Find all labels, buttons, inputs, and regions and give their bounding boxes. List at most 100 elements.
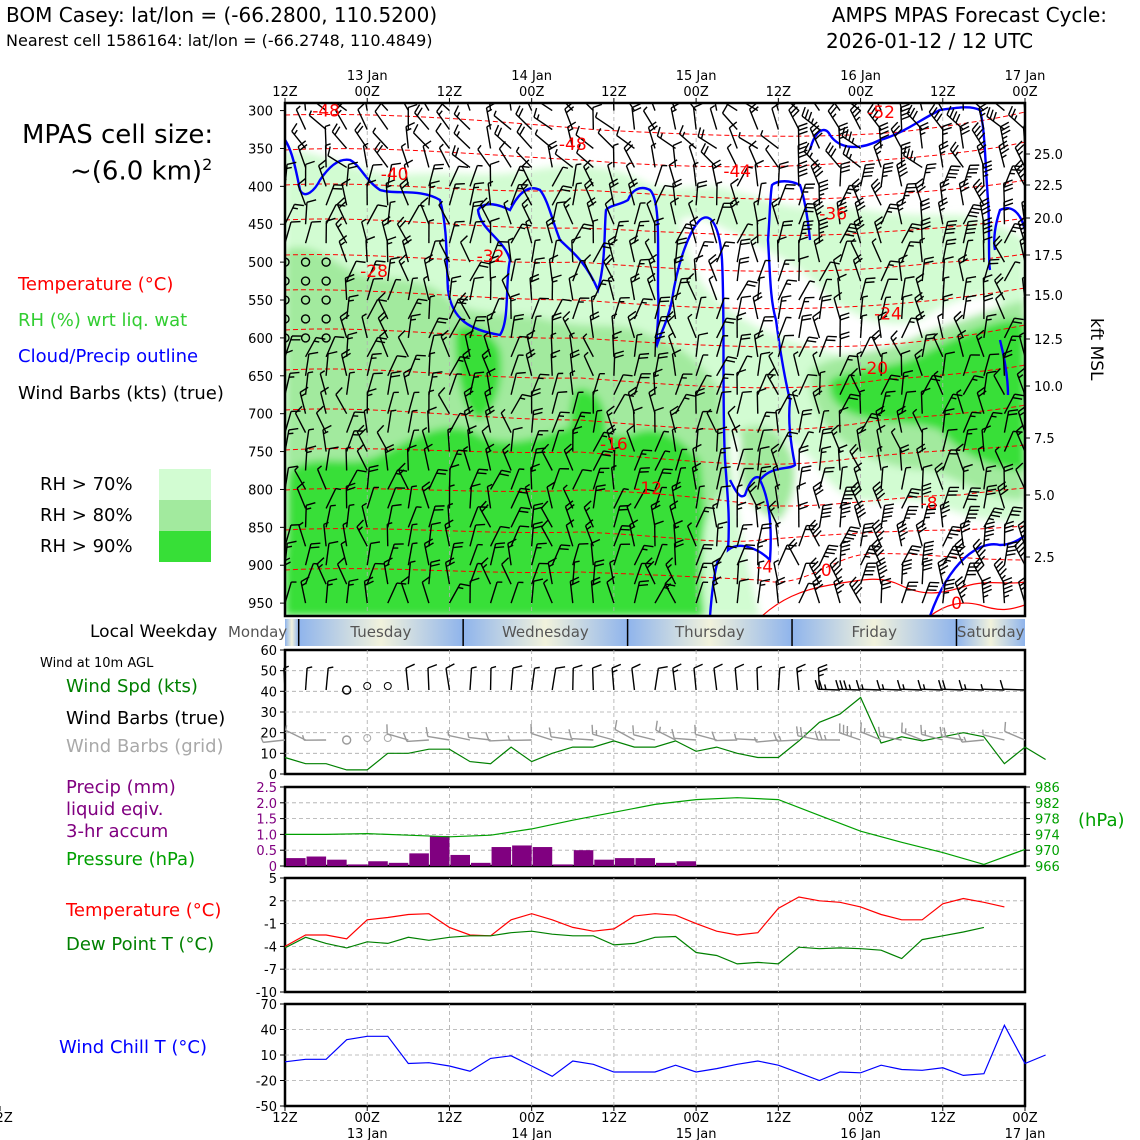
wind-barb	[447, 427, 454, 452]
wind-barb-feather	[757, 539, 768, 544]
wind-barb	[633, 373, 651, 395]
wind-barb-staff	[568, 278, 574, 301]
wind-barb	[405, 663, 415, 691]
wind-barb-feather	[436, 103, 443, 113]
wind-barb	[613, 374, 633, 396]
wind-barb-feather	[862, 295, 869, 298]
wind-barb-feather	[796, 669, 803, 673]
wind-barb-staff	[777, 335, 786, 358]
wind-barb	[999, 121, 1011, 149]
wind-barb-feather	[754, 159, 765, 166]
wind-barb-feather	[659, 300, 670, 303]
wind-barb	[405, 122, 415, 149]
wind-barb	[402, 367, 413, 395]
wind-barb-feather	[798, 172, 808, 178]
wind-barb	[855, 679, 882, 691]
wind-barb-feather	[853, 216, 863, 223]
wind-barb	[1024, 466, 1025, 471]
wind-barb	[697, 127, 718, 150]
y-tick-label: 0	[269, 860, 277, 875]
wind-barb-feather	[618, 508, 629, 511]
wind-barb-feather	[632, 725, 635, 735]
wind-barb-feather	[1009, 513, 1020, 517]
wind-barb-feather	[986, 318, 992, 321]
wind-barb-feather	[770, 443, 780, 451]
top-time-tick-label: 00Z	[519, 85, 545, 100]
wind-barb-staff	[551, 240, 558, 263]
wind-barb	[575, 125, 594, 150]
temp-contour-label: -28	[360, 262, 388, 282]
wind-barb-feather	[1021, 533, 1025, 538]
wind-barb-feather	[844, 536, 855, 540]
precip-bar	[512, 845, 532, 866]
wind-barb-feather	[761, 182, 767, 185]
wind-barb	[366, 562, 385, 585]
wind-barb	[654, 296, 671, 320]
wind-barb-staff	[859, 297, 864, 320]
wind-barb-feather	[921, 221, 931, 226]
wind-barb	[606, 424, 617, 452]
wind-barb	[993, 557, 1007, 585]
wind-barb	[733, 733, 758, 741]
wind-barb	[818, 445, 832, 471]
wind-barb-feather	[396, 216, 405, 225]
wind-barb-staff	[507, 240, 512, 263]
wind-barb	[551, 468, 570, 490]
wind-barb	[977, 445, 985, 471]
wind-barb-feather	[552, 316, 562, 321]
wind-barb-feather	[348, 161, 358, 166]
wind-barb-feather	[882, 465, 889, 469]
freezing-contour	[929, 602, 1025, 616]
wind-barb-feather	[586, 197, 596, 204]
calm-circle	[321, 276, 331, 286]
wind-barb-feather	[971, 411, 982, 414]
wind-barb	[633, 488, 655, 509]
y-tick-label: 982	[1035, 797, 1060, 812]
wind-barb-feather	[922, 684, 926, 690]
wind-barb-feather	[879, 134, 890, 140]
wind-barb	[915, 519, 927, 547]
wind-barb-staff	[757, 183, 762, 206]
wind-barb	[880, 351, 888, 376]
wind-barb-feather	[741, 333, 752, 336]
wind-barb-staff	[591, 667, 595, 691]
y-tick-label: 986	[1035, 781, 1060, 796]
wind-barb-feather	[322, 424, 332, 431]
wind-barb-feather	[404, 374, 410, 378]
wind-barb-feather	[798, 122, 808, 128]
wind-barb	[958, 178, 970, 206]
wind-barb-feather	[804, 109, 810, 119]
wind-barb-staff	[366, 278, 375, 301]
wind-barb	[648, 253, 658, 282]
wind-barb	[818, 217, 829, 244]
wind-barb-feather	[628, 386, 637, 394]
grid-wind-barb	[614, 720, 635, 741]
wind-barb-feather	[386, 236, 397, 241]
wind-barb-feather	[940, 182, 950, 189]
wind-barb	[363, 408, 370, 433]
wind-barb-feather	[877, 445, 883, 450]
wind-barb	[921, 540, 935, 566]
wind-barb-feather	[382, 220, 392, 227]
wind-barb-feather	[749, 485, 758, 493]
wind-barb-feather	[943, 727, 947, 738]
top-date-label: 16 Jan	[840, 69, 881, 84]
wind-barb-feather	[808, 519, 817, 528]
wind-barb-feather	[520, 178, 529, 187]
cloud-outline-east2	[998, 339, 1010, 396]
wind-barb	[777, 184, 796, 206]
wind-barb-feather	[810, 560, 819, 569]
wind-barb	[962, 374, 984, 396]
wind-barb-feather	[747, 166, 753, 169]
wind-barb	[484, 405, 495, 433]
wind-barb-feather	[684, 397, 690, 400]
wind-barb	[551, 185, 573, 206]
wind-barb	[721, 104, 738, 130]
wind-barb-feather	[993, 235, 1001, 244]
wind-barb-feather	[978, 390, 987, 398]
wind-barb	[342, 521, 349, 547]
wind-barb-feather	[812, 526, 820, 535]
wind-barb-feather	[765, 144, 770, 150]
bottom-date-label: 16 Jan	[840, 1127, 881, 1140]
wind-barb-feather	[347, 336, 353, 340]
